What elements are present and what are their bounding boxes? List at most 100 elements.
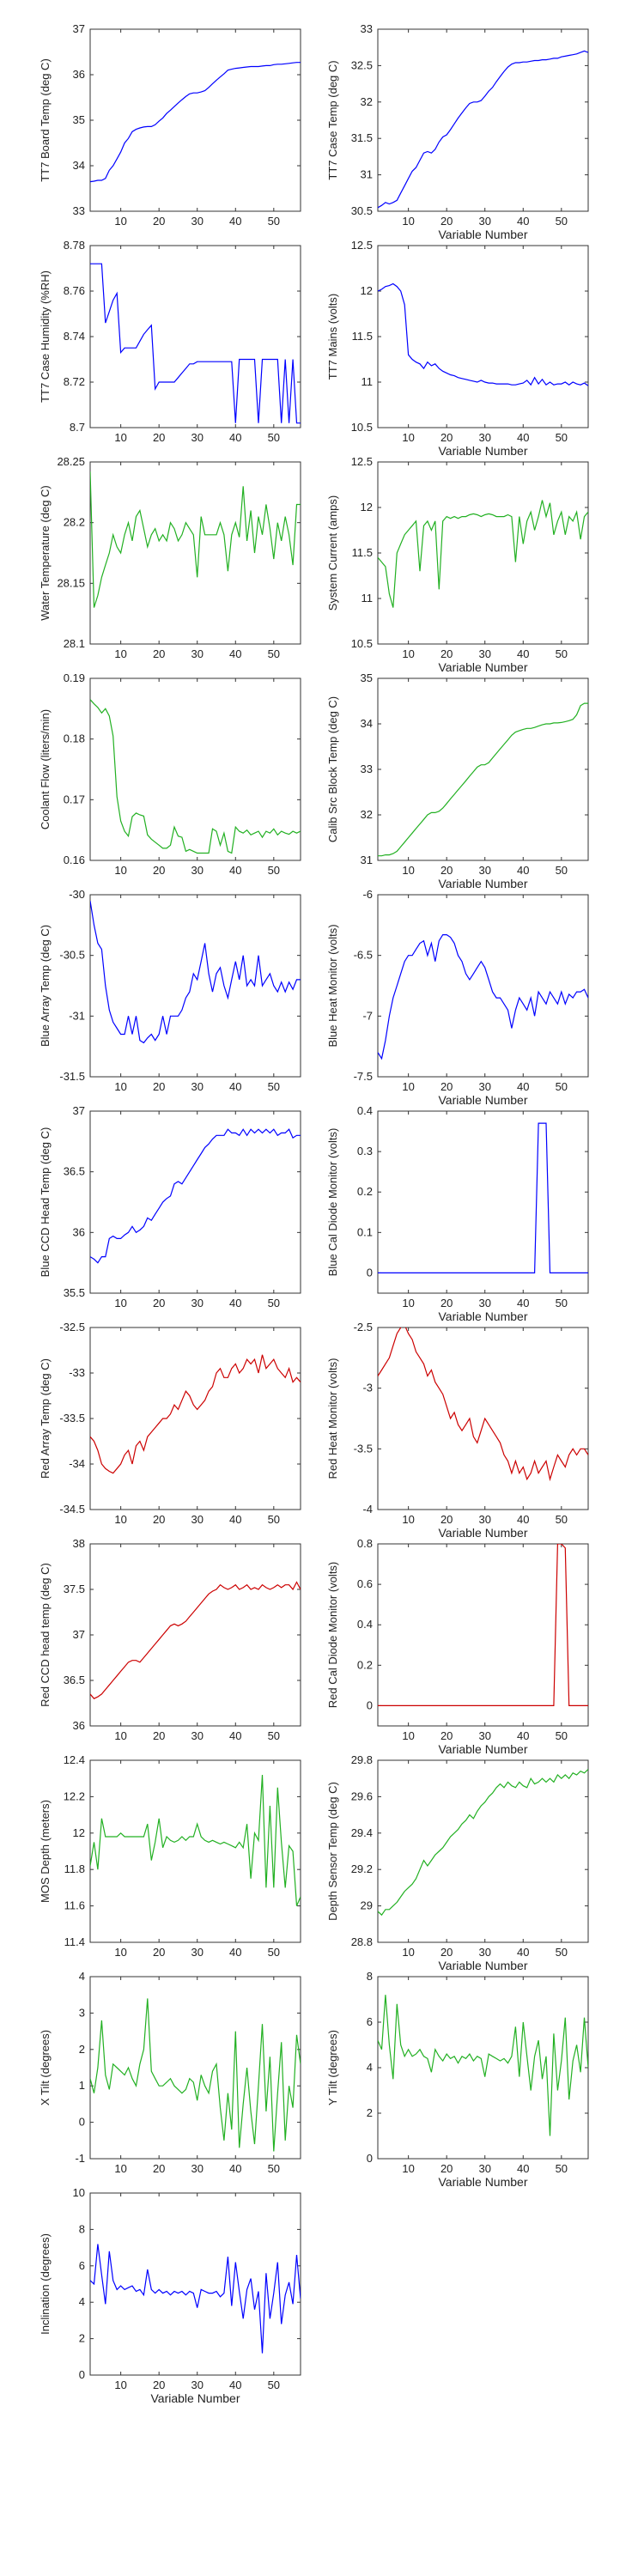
chart-panel-14: -4 -3.5 -3 -2.5 10 20 30 40 50 Variable Number Red… (326, 1321, 589, 1540)
y-axis-label: System Current (amps) (326, 495, 339, 611)
plot-frame (89, 245, 301, 428)
x-tick-label: 50 (268, 1297, 280, 1309)
y-tick-label: 11.6 (64, 1899, 85, 1912)
data-series-line (90, 1128, 301, 1264)
chart-panel-18: 28.8 29 29.2 29.4 29.6 29.8 10 20 30 40 50 Variable… (326, 1753, 589, 1972)
x-tick-label: 40 (517, 647, 529, 660)
y-tick-label: -33.5 (59, 1412, 85, 1425)
x-tick-label: 30 (478, 1513, 490, 1526)
x-tick-label: 40 (229, 1080, 241, 1093)
chart-panel-19: -1 0 1 2 3 4 10 20 30 40 50 X Tilt (degrees) (39, 1970, 301, 2175)
y-tick-label: 6 (79, 2259, 85, 2272)
x-tick-label: 50 (268, 647, 280, 660)
y-tick-label: -1 (75, 2152, 85, 2165)
x-tick-label: 10 (114, 1946, 126, 1959)
data-series-line (90, 263, 301, 424)
y-tick-label: 6 (367, 2015, 373, 2028)
y-tick-label: 1 (79, 2079, 85, 2092)
y-tick-label: 10.5 (351, 637, 373, 650)
data-series-line (90, 1774, 301, 1906)
y-tick-label: 2 (79, 2332, 85, 2345)
x-tick-label: 40 (229, 1297, 241, 1309)
x-tick-label: 50 (268, 2379, 280, 2391)
y-tick-label: 8 (79, 2222, 85, 2235)
y-tick-label: 2 (367, 2106, 373, 2119)
x-tick-label: 40 (517, 1080, 529, 1093)
y-axis-label: TT7 Case Humidity (%RH) (39, 270, 52, 403)
x-tick-label: 40 (517, 1513, 529, 1526)
x-tick-label: 50 (268, 215, 280, 228)
x-axis-label: Variable Number (438, 1526, 527, 1540)
x-tick-label: 50 (556, 1946, 568, 1959)
x-axis-label: Variable Number (438, 228, 527, 241)
y-axis-label: Red Cal Diode Monitor (volts) (326, 1562, 339, 1709)
x-tick-label: 50 (268, 864, 280, 877)
x-tick-label: 20 (440, 1080, 453, 1093)
y-tick-label: 36 (73, 1225, 85, 1238)
x-tick-label: 20 (440, 1946, 453, 1959)
x-tick-label: 30 (478, 1297, 490, 1309)
x-tick-label: 40 (517, 1729, 529, 1742)
y-tick-label: 10 (73, 2186, 85, 2199)
data-series-line (90, 2244, 301, 2354)
chart-panel-15: 36 36.5 37 37.5 38 10 20 30 40 50 Red CCD head tem… (39, 1537, 301, 1742)
y-axis-label: Blue Heat Monitor (volts) (326, 924, 339, 1047)
y-tick-label: -30.5 (59, 949, 85, 962)
x-tick-label: 40 (229, 2379, 241, 2391)
x-tick-label: 20 (153, 647, 165, 660)
y-tick-label: 34 (73, 159, 85, 172)
y-tick-label: -32.5 (59, 1321, 85, 1334)
x-tick-label: 50 (556, 1729, 568, 1742)
x-tick-label: 30 (478, 2162, 490, 2175)
x-tick-label: 30 (478, 1946, 490, 1959)
x-tick-label: 20 (153, 1297, 165, 1309)
y-tick-label: 4 (79, 2295, 85, 2308)
y-tick-label: 0 (367, 1698, 373, 1711)
plot-frame (377, 461, 589, 645)
y-tick-label: 0.4 (357, 1618, 373, 1631)
x-tick-label: 50 (268, 1080, 280, 1093)
y-tick-label: -6.5 (354, 949, 373, 962)
x-tick-label: 20 (153, 215, 165, 228)
x-tick-label: 40 (229, 1513, 241, 1526)
x-tick-label: 10 (402, 647, 414, 660)
y-tick-label: 8.72 (64, 375, 85, 388)
x-tick-label: 30 (478, 431, 490, 444)
x-tick-label: 30 (478, 647, 490, 660)
x-tick-label: 30 (191, 1729, 203, 1742)
chart-panel-12: 0 0.1 0.2 0.3 0.4 10 20 30 40 50 Variable Number Bl… (326, 1104, 589, 1323)
y-tick-label: 35 (361, 671, 373, 684)
data-series-line (90, 471, 301, 608)
plot-frame (89, 28, 301, 212)
x-tick-label: 30 (478, 1729, 490, 1742)
x-tick-label: 10 (402, 215, 414, 228)
y-tick-label: 33 (73, 204, 85, 217)
y-tick-label: 0.16 (64, 854, 85, 866)
y-tick-label: 12 (73, 1826, 85, 1839)
y-tick-label: 36 (73, 68, 85, 81)
y-axis-label: Calib Src Block Temp (deg C) (326, 696, 339, 842)
x-tick-label: 40 (517, 2162, 529, 2175)
x-tick-label: 20 (153, 2162, 165, 2175)
chart-panel-2: 30.5 31 31.5 32 32.5 33 10 20 30 40 50 Variable Num… (326, 22, 589, 241)
y-tick-label: 35 (73, 113, 85, 126)
x-tick-label: 20 (153, 2379, 165, 2391)
x-tick-label: 20 (153, 1946, 165, 1959)
chart-panel-1: 33 34 35 36 37 10 20 30 40 50 TT7 Board Temp (deg … (39, 22, 301, 228)
x-tick-label: 50 (268, 1729, 280, 1742)
y-tick-label: 12 (361, 284, 373, 297)
y-tick-label: 0.3 (357, 1145, 373, 1157)
y-tick-label: 11 (361, 592, 374, 605)
x-tick-label: 10 (402, 1513, 414, 1526)
x-tick-label: 10 (402, 1080, 414, 1093)
y-tick-label: 12.5 (351, 239, 373, 252)
chart-panel-10: -7.5 -7 -6.5 -6 10 20 30 40 50 Variable Number Blu… (326, 888, 589, 1107)
chart-panel-7: 0.16 0.17 0.18 0.19 10 20 30 40 50 Coolant Flow (… (39, 671, 301, 877)
y-axis-label: Blue Cal Diode Monitor (volts) (326, 1128, 339, 1277)
y-axis-label: Red CCD head temp (deg C) (39, 1563, 52, 1707)
y-tick-label: 8.7 (70, 421, 85, 434)
y-tick-label: 12.2 (64, 1789, 85, 1802)
y-tick-label: 36.5 (64, 1674, 85, 1686)
x-tick-label: 20 (153, 431, 165, 444)
y-axis-label: MOS Depth (meters) (39, 1800, 52, 1903)
